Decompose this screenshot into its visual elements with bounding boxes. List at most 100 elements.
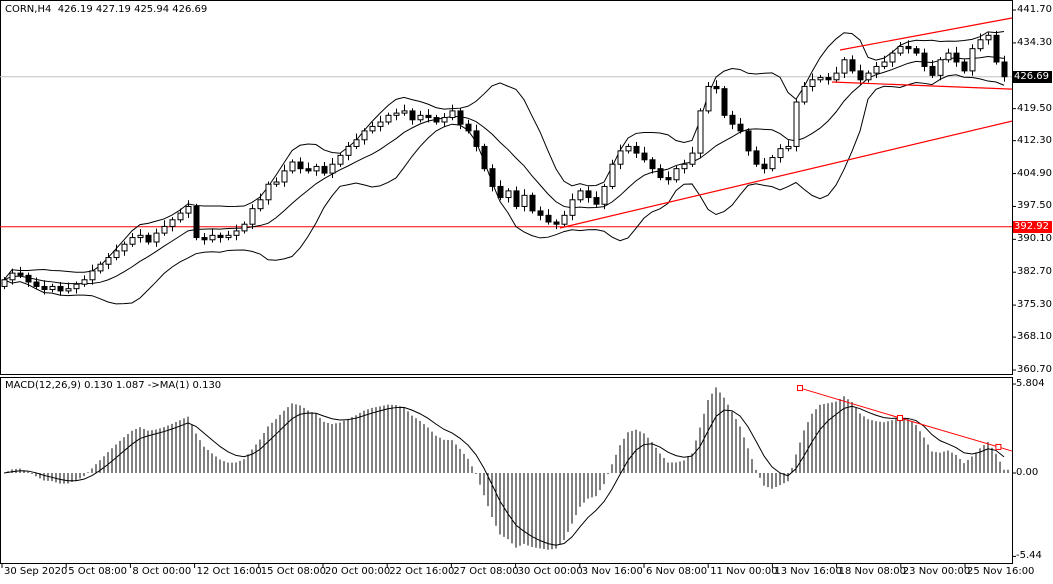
time-axis-label: 15 Oct 08:00 xyxy=(260,566,326,577)
open-value: 426.19 xyxy=(57,4,93,15)
candle xyxy=(393,112,400,116)
candle xyxy=(825,77,832,81)
candle xyxy=(201,237,208,241)
time-axis-label: 30 Oct 00:00 xyxy=(517,566,583,577)
price-axis-label: 419.50 xyxy=(1017,102,1052,114)
candle xyxy=(705,85,712,112)
candle xyxy=(681,163,688,170)
candle xyxy=(521,194,528,207)
close-value: 426.69 xyxy=(172,4,208,15)
candle xyxy=(329,163,336,174)
candle xyxy=(129,237,136,245)
candle xyxy=(953,52,960,63)
macd-trendline xyxy=(799,387,1013,452)
candle xyxy=(73,283,80,290)
candle xyxy=(609,163,616,187)
candle xyxy=(785,145,792,150)
candle xyxy=(801,85,808,103)
price-axis-label: 382.70 xyxy=(1017,266,1052,278)
candle xyxy=(353,139,360,147)
candle xyxy=(553,221,560,225)
macd-axis-label: -5.44 xyxy=(1016,550,1042,562)
candle xyxy=(81,279,88,285)
candle xyxy=(505,190,512,199)
candle xyxy=(377,121,384,127)
candle xyxy=(793,101,800,147)
time-axis-label: 25 Nov 16:00 xyxy=(967,566,1035,577)
candle xyxy=(977,39,984,50)
price-axis-label: 360.70 xyxy=(1017,364,1052,375)
time-axis-label: 13 Nov 16:00 xyxy=(774,566,842,577)
candle xyxy=(929,65,936,76)
candle xyxy=(969,48,976,72)
candle xyxy=(153,232,160,243)
candle xyxy=(593,197,600,205)
candle xyxy=(457,110,464,125)
candle xyxy=(961,61,968,72)
candle xyxy=(425,114,432,119)
candle xyxy=(545,214,552,223)
candle xyxy=(321,165,328,174)
macd-axis-label: 0.00 xyxy=(1016,467,1039,478)
candle xyxy=(657,168,664,179)
candle xyxy=(41,285,48,291)
time-axis-label: 20 Oct 00:00 xyxy=(325,566,391,577)
candle xyxy=(417,114,424,121)
time-axis-label: 6 Nov 08:00 xyxy=(646,566,708,577)
price-axis-label: 404.90 xyxy=(1017,167,1052,179)
candle xyxy=(865,72,872,81)
trendline-anchor xyxy=(995,443,1002,450)
candle xyxy=(673,168,680,181)
candle xyxy=(1,279,8,287)
macd-axis-label: 5.804 xyxy=(1016,378,1045,390)
candle xyxy=(585,190,592,199)
price-axis-label: 397.50 xyxy=(1017,200,1052,212)
candle xyxy=(737,123,744,132)
candle xyxy=(65,288,72,292)
candle xyxy=(121,243,128,252)
candle xyxy=(289,161,296,172)
candle xyxy=(625,145,632,152)
candle xyxy=(617,150,624,165)
candle xyxy=(489,168,496,187)
price-axis-label: 434.30 xyxy=(1017,36,1052,48)
candle xyxy=(449,110,456,119)
candle xyxy=(841,59,848,74)
candle xyxy=(753,150,760,165)
time-axis-label: 22 Oct 16:00 xyxy=(389,566,455,577)
price-axis-label: 375.30 xyxy=(1017,299,1052,311)
candle xyxy=(697,110,704,154)
time-axis-label: 11 Nov 00:00 xyxy=(710,566,778,577)
symbol-label: CORN,H4 xyxy=(5,4,52,15)
candle xyxy=(193,205,200,239)
candle xyxy=(433,117,440,123)
candle xyxy=(17,272,24,276)
candle xyxy=(9,272,16,281)
candle xyxy=(241,223,248,232)
candle xyxy=(305,168,312,172)
candle xyxy=(769,157,776,170)
candle xyxy=(817,77,824,81)
candle xyxy=(985,34,992,41)
candle xyxy=(257,199,264,210)
candle xyxy=(921,52,928,67)
candle xyxy=(273,181,280,185)
candle xyxy=(105,257,112,265)
time-axis-label: 18 Nov 08:00 xyxy=(838,566,907,577)
candle xyxy=(297,161,304,170)
bollinger-middle-line xyxy=(3,55,1005,285)
candle xyxy=(881,61,888,67)
candle xyxy=(937,59,944,76)
candle xyxy=(761,163,768,170)
current-price-tag: 426.69 xyxy=(1013,70,1052,83)
candle xyxy=(809,79,816,87)
candle xyxy=(641,152,648,161)
trendline xyxy=(559,120,1013,229)
candle xyxy=(497,185,504,199)
candle xyxy=(33,281,40,287)
candle xyxy=(601,185,608,205)
candle xyxy=(169,219,176,227)
candle xyxy=(905,45,912,50)
